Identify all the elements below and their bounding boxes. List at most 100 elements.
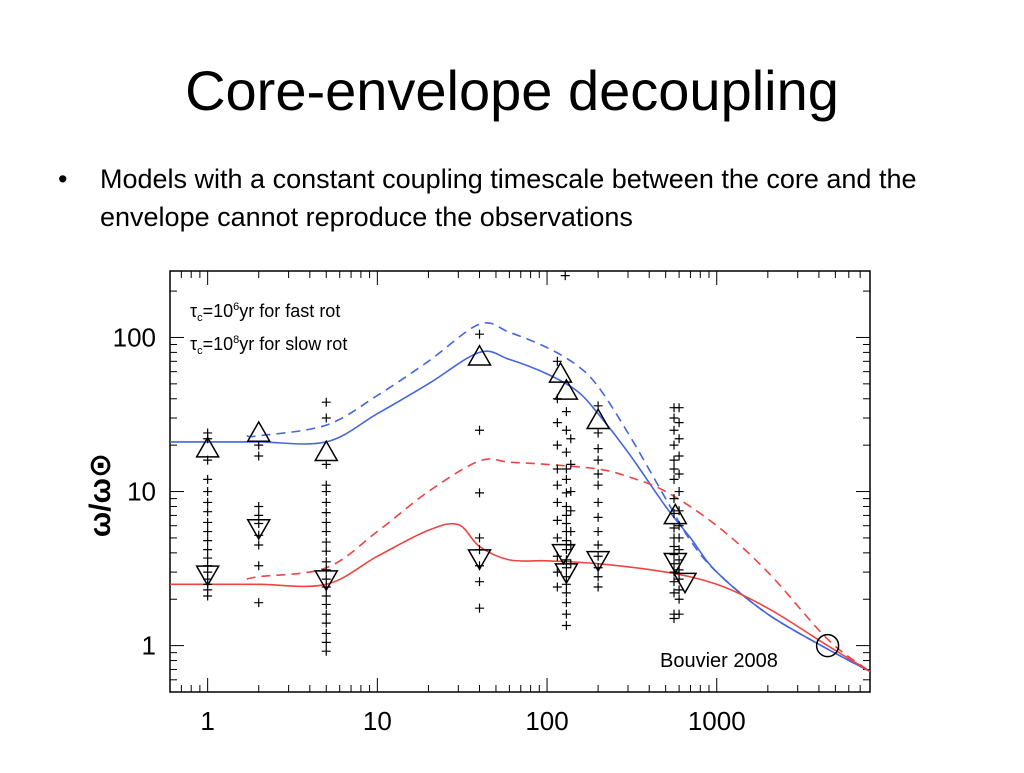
annotation-slow-base: τ [190,334,197,354]
down-triangle-marker [585,550,611,573]
plus-marker [561,563,571,573]
plus-marker [669,509,679,519]
y-tick-label: 100 [113,322,156,352]
plus-marker [669,464,679,474]
up-triangle-marker [313,439,339,462]
plus-marker [669,577,679,587]
plus-marker [203,517,213,527]
plus-marker [203,545,213,555]
plus-marker [203,474,213,484]
plus-marker [561,519,571,529]
plus-marker [674,533,684,543]
plus-marker [254,451,264,461]
plus-marker [321,517,331,527]
plus-marker [254,540,264,550]
plot-frame [169,270,871,693]
plus-marker [552,480,562,490]
plus-marker [593,512,603,522]
annotation-fast-end: yr for fast rot [239,301,340,321]
plus-marker [561,536,571,546]
plus-marker [321,646,331,656]
up-triangle-marker [554,378,579,400]
annotation-fast-sub: c [197,312,203,324]
down-triangle-marker [467,549,492,571]
plus-marker [203,497,213,507]
plus-marker [566,487,576,497]
plus-marker [560,271,570,281]
plus-marker [552,582,562,592]
plus-marker [475,533,485,543]
plus-marker [669,455,679,465]
up-triangle-marker [195,436,220,458]
down-triangle-marker [672,572,698,595]
plus-marker [321,487,331,497]
plus-marker [674,545,684,555]
plus-marker [669,523,679,533]
plus-marker [669,494,679,504]
plus-marker [203,487,213,497]
plus-marker [674,521,684,531]
plus-marker [552,356,562,366]
plus-marker [669,541,679,551]
plus-marker [321,609,331,619]
down-triangle-marker [313,570,339,592]
plus-marker [669,440,679,450]
model-curves [170,322,871,673]
plus-marker [566,506,576,516]
plus-marker [203,553,213,563]
bullet-dot: • [58,164,68,194]
annotation-fast-sup: 6 [233,301,239,313]
plus-marker [674,434,684,444]
plus-marker [669,474,679,484]
plus-marker [674,609,684,619]
plus-marker [552,418,562,428]
plus-marker [561,510,571,520]
annotation-slow-mid: =10 [203,334,234,354]
annotation-slow-rot: τc=108yr for slow rot [190,334,347,357]
x-tick-label: 1 [200,706,214,736]
circle-marker [815,633,840,658]
annotation-slow-end: yr for slow rot [239,334,347,354]
plus-marker [321,591,331,601]
plus-marker [321,565,331,575]
y-tick-label: 1 [142,631,156,661]
plus-marker [593,480,603,490]
plus-marker [674,469,684,479]
credit-label: Bouvier 2008 [660,650,778,672]
plus-marker [321,527,331,537]
model-curve-solid [170,350,871,673]
model-curve-dashed [246,322,871,673]
plus-marker [561,474,571,484]
plus-marker [593,551,603,561]
plus-marker [674,418,684,428]
plus-marker [552,515,562,525]
annotation-slow-sub: c [197,345,203,357]
plus-marker [203,536,213,546]
plus-marker [593,444,603,454]
x-tick-label: 100 [525,706,568,736]
up-triangle-marker [585,407,611,430]
plus-marker [475,425,485,435]
axis-ticks [169,271,871,693]
plus-marker [561,425,571,435]
annotation-fast-rot: τc=106yr for fast rot [190,301,340,324]
down-triangle-marker [551,543,576,566]
plus-marker [561,464,571,474]
plus-marker [321,574,331,584]
plus-marker [593,428,603,438]
plus-marker [321,618,331,628]
plus-marker [593,469,603,479]
plus-marker [321,413,331,423]
x-tick-label: 10 [363,706,392,736]
down-triangle-marker [554,563,579,585]
data-markers [195,271,840,658]
slide-title: Core-envelope decoupling [185,59,839,122]
plus-marker [669,550,679,560]
plus-marker [321,537,331,547]
plus-marker [561,598,571,608]
plus-marker [593,497,603,507]
plus-marker [669,425,679,435]
plus-marker [593,572,603,582]
plus-marker [475,603,485,613]
